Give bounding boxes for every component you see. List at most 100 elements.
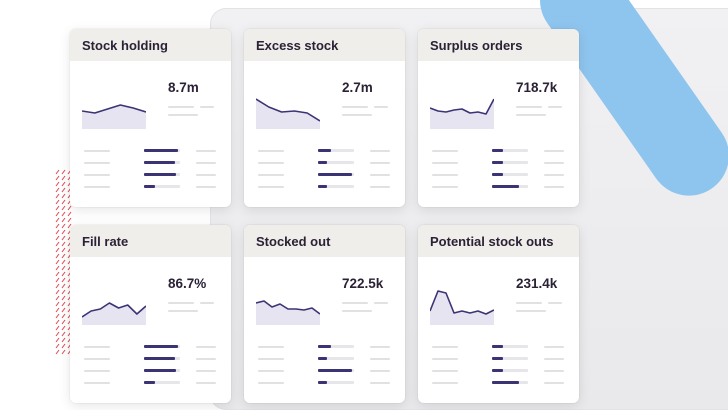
card-fill-rate[interactable]: Fill rate 86.7%: [70, 225, 231, 403]
breakdown-row: [84, 353, 224, 365]
card-surplus-orders[interactable]: Surplus orders 718.7k: [418, 29, 579, 207]
row-bar: [318, 369, 353, 372]
decor-dash: [61, 343, 66, 349]
breakdown-rows: [84, 341, 224, 389]
placeholder-line: [342, 106, 368, 108]
row-bar-track: [318, 149, 354, 152]
card-title: Fill rate: [82, 233, 129, 249]
row-label-placeholder: [432, 382, 458, 384]
sparkline-line: [430, 290, 494, 315]
sparkline-chart: [256, 98, 320, 129]
row-value-placeholder: [544, 150, 564, 152]
row-value-placeholder: [544, 162, 564, 164]
row-bar: [492, 173, 503, 176]
row-value-placeholder: [370, 370, 390, 372]
card-excess-stock[interactable]: Excess stock 2.7m: [244, 29, 405, 207]
placeholder-line: [168, 310, 198, 312]
decor-dash: [61, 187, 66, 193]
metric-value: 8.7m: [168, 80, 199, 95]
decor-dash: [61, 301, 66, 307]
sparkline-area: [430, 291, 494, 325]
row-value-placeholder: [196, 370, 216, 372]
breakdown-row: [258, 145, 398, 157]
sparkline-area: [256, 301, 320, 325]
row-bar: [492, 185, 519, 188]
row-bar: [318, 161, 327, 164]
decor-dash: [61, 337, 66, 343]
decor-dash: [67, 205, 72, 211]
decor-dash: [61, 199, 66, 205]
decor-dash: [55, 181, 60, 187]
placeholder-line: [200, 302, 214, 304]
decor-dash: [55, 283, 60, 289]
decor-dash: [55, 265, 60, 271]
decor-dash: [61, 217, 66, 223]
decor-dash: [55, 253, 60, 259]
decor-dash: [61, 247, 66, 253]
row-label-placeholder: [258, 174, 284, 176]
card-potential-stock-outs[interactable]: Potential stock outs 231.4k: [418, 225, 579, 403]
decor-dash: [55, 271, 60, 277]
row-value-placeholder: [370, 150, 390, 152]
breakdown-row: [432, 365, 572, 377]
placeholder-line: [342, 114, 372, 116]
row-bar: [144, 381, 155, 384]
row-bar: [318, 185, 327, 188]
row-bar-track: [144, 381, 180, 384]
metric-value: 86.7%: [168, 276, 207, 291]
decor-dash: [61, 307, 66, 313]
row-bar-track: [492, 357, 528, 360]
breakdown-rows: [258, 145, 398, 193]
row-bar: [144, 345, 179, 348]
breakdown-row: [84, 145, 224, 157]
breakdown-row: [258, 353, 398, 365]
row-bar: [144, 173, 177, 176]
breakdown-row: [258, 181, 398, 193]
placeholder-line: [168, 106, 194, 108]
breakdown-row: [258, 157, 398, 169]
sparkline-chart: [256, 300, 320, 325]
decor-dash: [61, 271, 66, 277]
placeholder-line: [168, 114, 198, 116]
breakdown-row: [84, 365, 224, 377]
breakdown-rows: [84, 145, 224, 193]
placeholder-line: [516, 106, 542, 108]
decor-dash: [55, 175, 60, 181]
decor-dash: [67, 217, 72, 223]
decor-dash: [61, 235, 66, 241]
decor-dash: [61, 223, 66, 229]
decor-dash: [61, 181, 66, 187]
row-label-placeholder: [258, 370, 284, 372]
row-bar-track: [144, 185, 180, 188]
row-value-placeholder: [544, 358, 564, 360]
decor-dash: [55, 301, 60, 307]
row-bar-track: [318, 345, 354, 348]
row-bar: [318, 173, 353, 176]
breakdown-row: [258, 341, 398, 353]
decor-dash: [61, 331, 66, 337]
decor-dash: [55, 259, 60, 265]
breakdown-row: [84, 169, 224, 181]
placeholder-line: [342, 310, 372, 312]
card-stocked-out[interactable]: Stocked out 722.5k: [244, 225, 405, 403]
decor-dash: [55, 307, 60, 313]
row-value-placeholder: [544, 370, 564, 372]
metric-value: 722.5k: [342, 276, 384, 291]
metric-value: 231.4k: [516, 276, 558, 291]
row-value-placeholder: [196, 174, 216, 176]
card-stock-holding[interactable]: Stock holding 8.7m: [70, 29, 231, 207]
row-value-placeholder: [370, 346, 390, 348]
row-label-placeholder: [432, 370, 458, 372]
row-label-placeholder: [84, 346, 110, 348]
row-label-placeholder: [84, 382, 110, 384]
decor-dash: [55, 211, 60, 217]
row-bar-track: [492, 149, 528, 152]
row-value-placeholder: [370, 358, 390, 360]
sparkline-chart: [82, 302, 146, 325]
placeholder-line: [516, 310, 546, 312]
row-label-placeholder: [432, 150, 458, 152]
sparkline-area: [82, 303, 146, 325]
row-label-placeholder: [258, 382, 284, 384]
row-value-placeholder: [196, 162, 216, 164]
sparkline-area: [430, 99, 494, 129]
